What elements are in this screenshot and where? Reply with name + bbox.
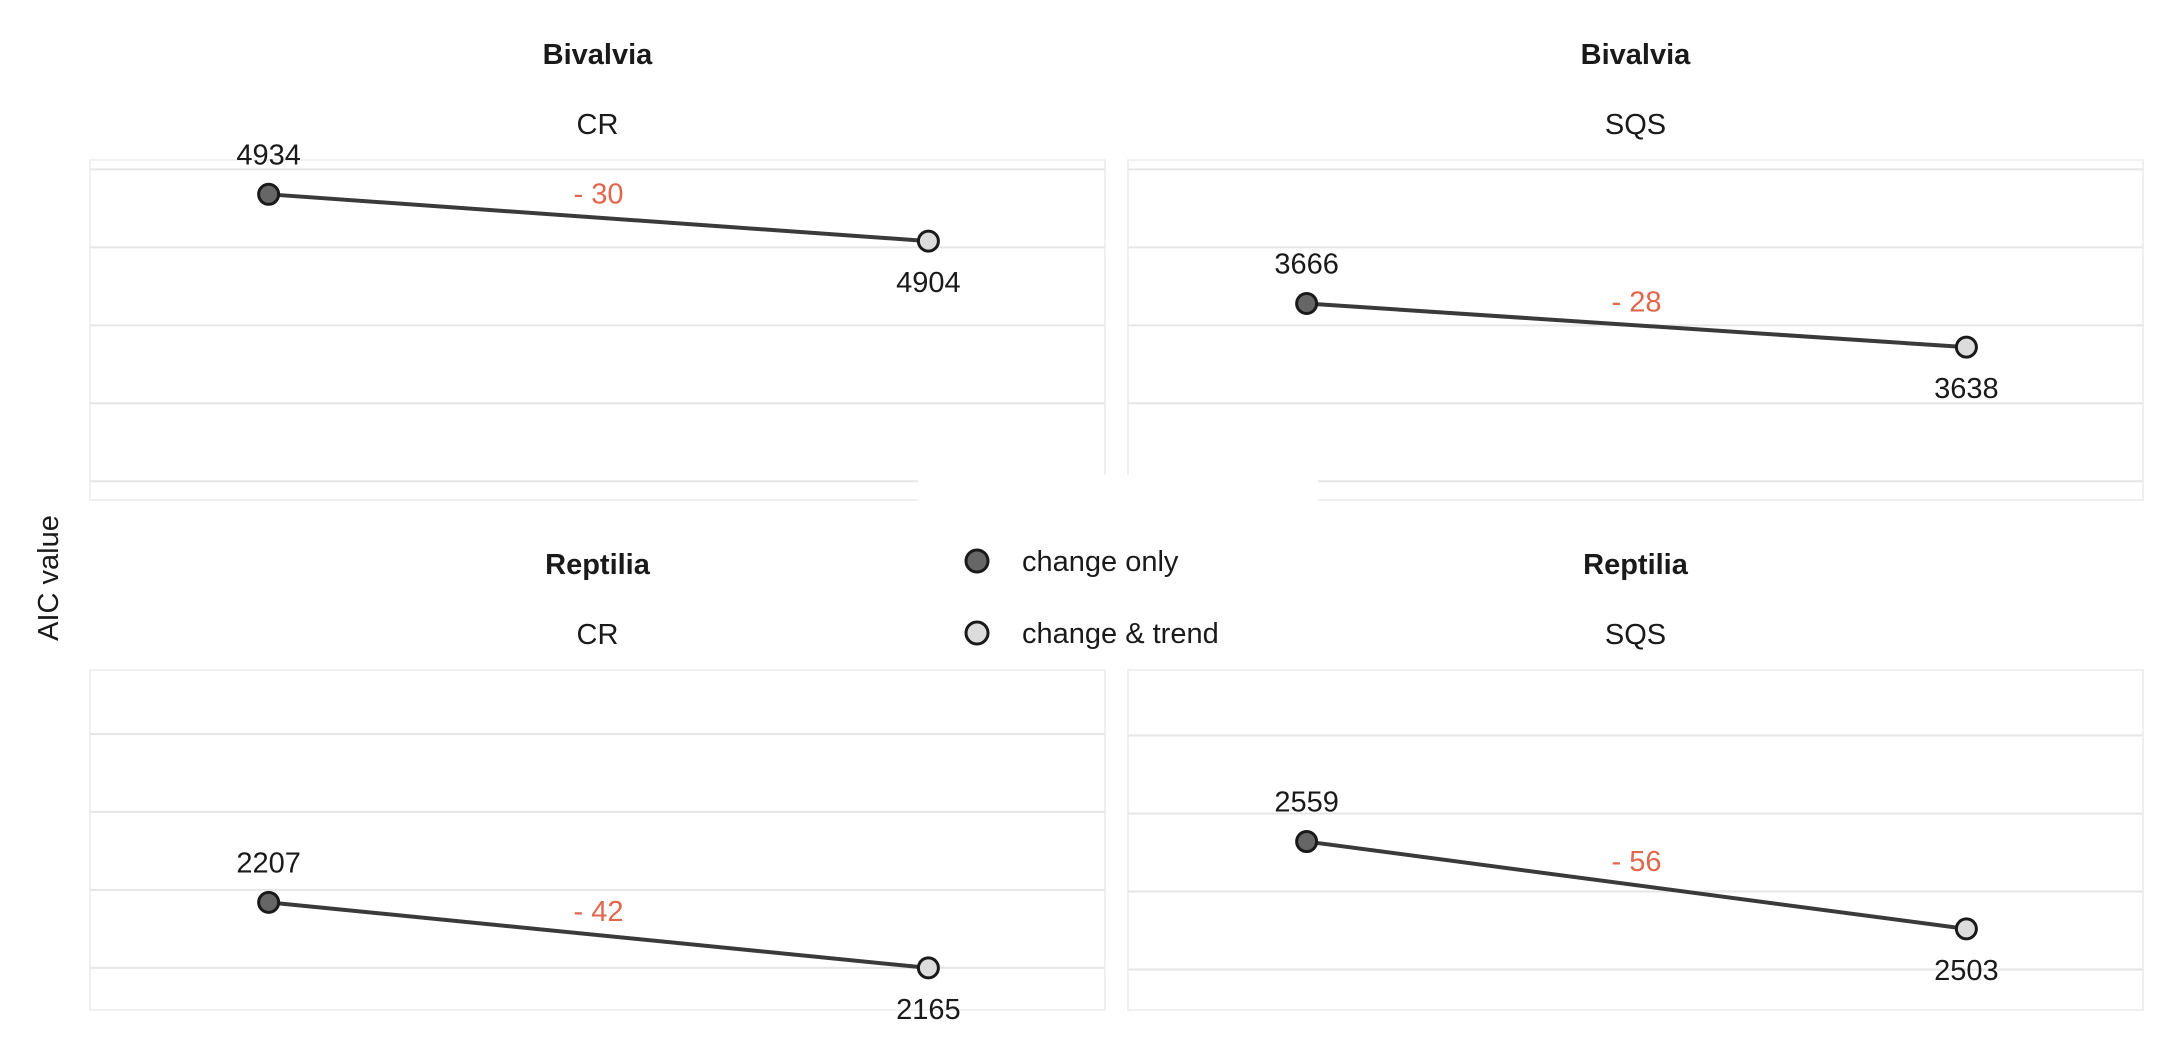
- label-change-and-trend: 4904: [896, 267, 961, 299]
- panel-3: Reptilia CR 2207 2165 - 42: [89, 549, 1106, 1026]
- panel-subtitle: CR: [577, 109, 619, 141]
- label-change-only: 2207: [236, 847, 301, 879]
- panel-title: Reptilia: [1583, 549, 1689, 581]
- point-change-and-trend: [916, 956, 940, 980]
- legend-change-and-trend-label: change & trend: [1022, 618, 1219, 650]
- panel-1: Bivalvia CR 4934 4904 - 30: [89, 39, 1106, 501]
- connector-line: [1306, 301, 1967, 350]
- point-change-and-trend: [1954, 335, 1978, 359]
- label-change-only: 3666: [1274, 248, 1339, 280]
- panel-title: Reptilia: [545, 549, 651, 581]
- y-axis-label: AIC value: [33, 515, 65, 641]
- point-change-and-trend: [916, 229, 940, 253]
- label-change-and-trend: 3638: [1934, 373, 1999, 405]
- legend-entry-change-only: change only: [964, 546, 1179, 578]
- point-change-only: [1295, 830, 1319, 854]
- difference-label: - 30: [574, 179, 624, 211]
- legend: change only change & trend: [918, 475, 1318, 665]
- point-change-and-trend: [1954, 917, 1978, 941]
- legend-change-and-trend-marker: [964, 620, 990, 646]
- label-change-only: 4934: [236, 139, 301, 171]
- panel-subtitle: CR: [577, 619, 619, 651]
- point-change-only: [1295, 291, 1319, 315]
- legend-entry-change-and-trend: change & trend: [964, 618, 1219, 650]
- legend-change-only-marker: [964, 548, 990, 574]
- point-change-only: [257, 182, 281, 206]
- panel-title: Bivalvia: [543, 39, 653, 71]
- difference-label: - 42: [574, 896, 624, 928]
- panels-layer: Bivalvia CR 4934 4904 - 30 Bivalvia SQS 3666 363…: [89, 39, 2144, 1026]
- connector-line: [268, 192, 929, 244]
- label-change-and-trend: 2165: [896, 994, 961, 1026]
- point-change-only: [257, 890, 281, 914]
- panel-background: [1127, 159, 2144, 501]
- panel-background: [89, 159, 1106, 501]
- legend-change-only-label: change only: [1022, 546, 1179, 578]
- panel-subtitle: SQS: [1605, 619, 1666, 651]
- panel-2: Bivalvia SQS 3666 3638 - 28: [1127, 39, 2144, 501]
- label-change-and-trend: 2503: [1934, 955, 1999, 987]
- difference-label: - 56: [1612, 846, 1662, 878]
- label-change-only: 2559: [1274, 787, 1339, 819]
- panel-subtitle: SQS: [1605, 109, 1666, 141]
- difference-label: - 28: [1612, 286, 1662, 318]
- connector-line: [268, 900, 929, 970]
- panel-background: [89, 669, 1106, 1011]
- panel-title: Bivalvia: [1581, 39, 1691, 71]
- panel-4: Reptilia SQS 2559 2503 - 56: [1127, 549, 2144, 1011]
- connector-line: [1306, 839, 1967, 931]
